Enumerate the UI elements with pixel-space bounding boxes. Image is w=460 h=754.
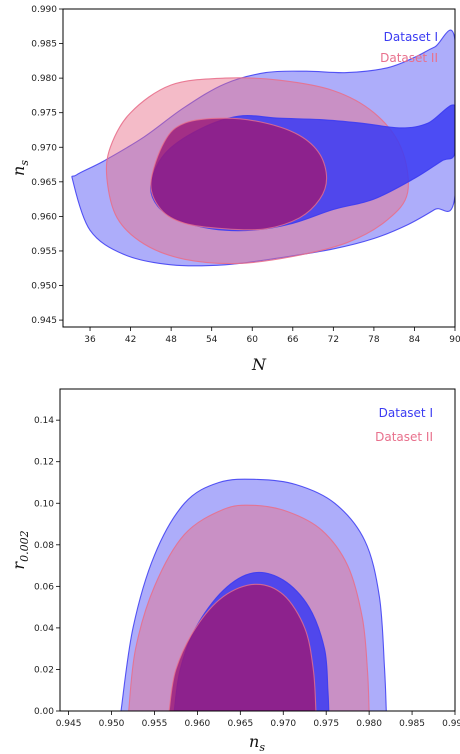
x-tick-label: 36 bbox=[84, 335, 96, 345]
contour-dataset-2-68pct bbox=[168, 583, 317, 711]
x-tick-label: 66 bbox=[287, 335, 299, 345]
x-tick-label: 0.950 bbox=[99, 719, 125, 729]
y-tick-label: 0.02 bbox=[34, 665, 54, 675]
y-tick-label: 0.975 bbox=[31, 109, 57, 119]
y-tick-label: 0.965 bbox=[31, 178, 57, 188]
y-tick-label: 0.12 bbox=[34, 458, 54, 468]
y-tick-label: 0.985 bbox=[31, 40, 57, 50]
x-axis-label: N bbox=[251, 355, 267, 374]
y-tick-label: 0.980 bbox=[31, 74, 57, 84]
x-tick-label: 0.965 bbox=[227, 719, 253, 729]
x-tick-label: 0.960 bbox=[185, 719, 211, 729]
y-tick-label: 0.06 bbox=[34, 582, 54, 592]
y-axis-label: r0.002 bbox=[9, 530, 31, 569]
y-axis-label-main: r bbox=[9, 561, 28, 570]
x-axis-label-main: n bbox=[249, 732, 259, 751]
x-axis-label: ns bbox=[249, 732, 265, 754]
legend-dataset-1: Dataset I bbox=[384, 30, 438, 44]
plot-frame bbox=[62, 8, 456, 328]
x-tick-label: 84 bbox=[409, 335, 421, 345]
x-tick-label: 78 bbox=[368, 335, 380, 345]
legend-dataset-2: Dataset II bbox=[380, 51, 438, 65]
y-tick-label: 0.08 bbox=[34, 541, 54, 551]
x-tick-label: 72 bbox=[328, 335, 339, 345]
y-tick-label: 0.14 bbox=[34, 416, 54, 426]
plot-frame bbox=[59, 388, 456, 712]
legend-dataset-1: Dataset I bbox=[379, 406, 433, 420]
x-tick-label: 0.980 bbox=[356, 719, 382, 729]
x-tick-label: 60 bbox=[247, 335, 259, 345]
y-tick-label: 0.960 bbox=[31, 212, 57, 222]
x-axis-label-sub: s bbox=[259, 741, 265, 754]
y-axis-label-main: n bbox=[9, 166, 28, 176]
y-tick-label: 0.990 bbox=[31, 5, 57, 15]
x-tick-label: 42 bbox=[125, 335, 136, 345]
x-tick-label: 48 bbox=[165, 335, 177, 345]
y-tick-label: 0.945 bbox=[31, 316, 57, 326]
x-tick-label: 0.970 bbox=[270, 719, 296, 729]
x-tick-label: 0.955 bbox=[142, 719, 168, 729]
y-tick-label: 0.04 bbox=[34, 624, 54, 634]
y-tick-label: 0.970 bbox=[31, 143, 57, 153]
x-tick-label: 0.990 bbox=[442, 719, 460, 729]
x-tick-label: 54 bbox=[206, 335, 218, 345]
y-tick-label: 0.10 bbox=[34, 499, 54, 509]
y-axis-label: ns bbox=[9, 160, 31, 176]
panel-ns-vs-N: 36 42 48 54 60 66 72 78 84 90 0.945 0.950 0.955 0.960… bbox=[9, 5, 460, 374]
contour-dataset-2-68pct bbox=[150, 117, 328, 231]
panel-r-vs-ns: 0.945 0.950 0.955 0.960 0.965 0.970 0.975 0.980… bbox=[9, 388, 460, 754]
x-tick-label: 0.975 bbox=[313, 719, 339, 729]
x-tick-label: 90 bbox=[449, 335, 460, 345]
y-tick-label: 0.00 bbox=[34, 707, 54, 717]
y-axis-label-sub: 0.002 bbox=[18, 530, 31, 562]
x-tick-label: 0.985 bbox=[399, 719, 425, 729]
y-tick-label: 0.955 bbox=[31, 247, 57, 257]
y-axis-label-sub: s bbox=[18, 160, 31, 166]
y-tick-label: 0.950 bbox=[31, 282, 57, 292]
legend-dataset-2: Dataset II bbox=[375, 430, 433, 444]
x-tick-label: 0.945 bbox=[56, 719, 82, 729]
